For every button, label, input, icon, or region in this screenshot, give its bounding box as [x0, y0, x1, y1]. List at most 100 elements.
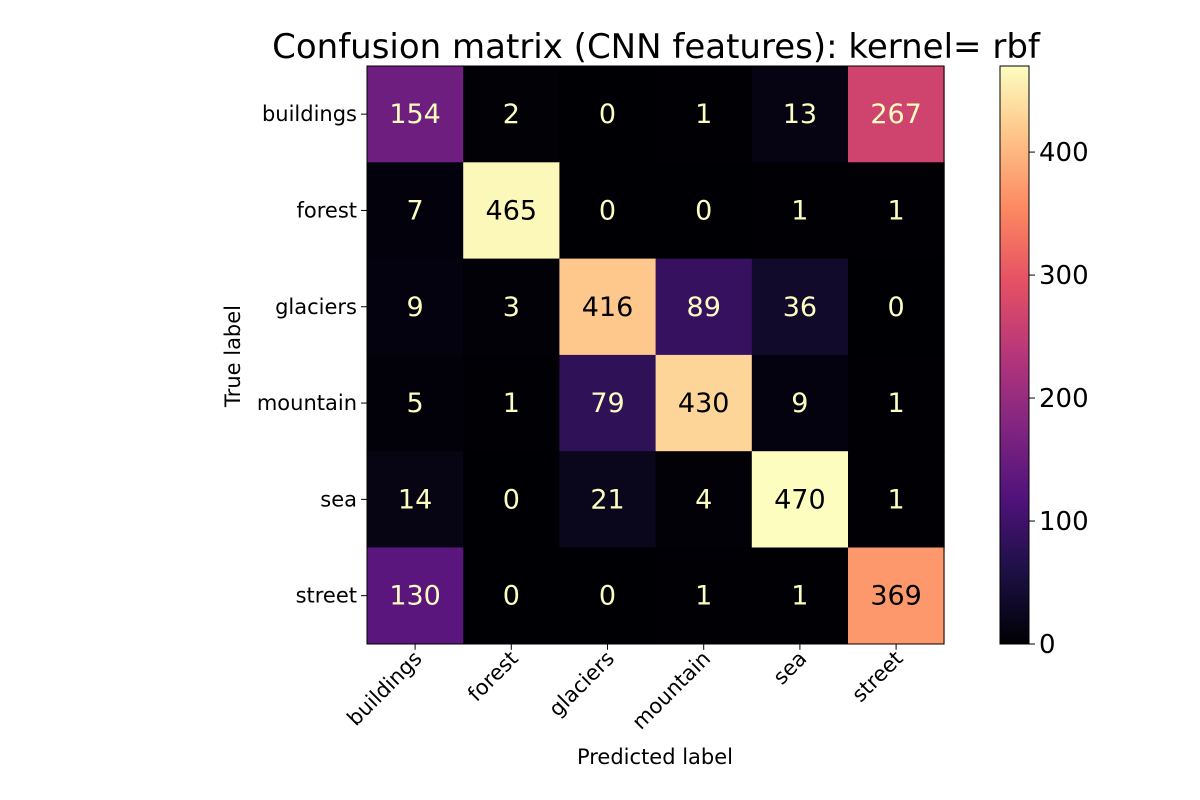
x-tick-label: buildings	[342, 646, 426, 730]
y-tick-label: sea	[320, 487, 357, 511]
matrix-cell	[559, 451, 657, 548]
cell-value-label: 1	[888, 484, 905, 515]
cell-value-label: 1	[888, 388, 905, 419]
x-axis-ticks: buildings forest glaciers mountain sea street	[342, 643, 908, 734]
matrix-cell	[751, 66, 849, 163]
matrix-cell	[655, 258, 753, 356]
matrix-cell	[655, 451, 753, 548]
matrix-cell	[367, 258, 464, 356]
matrix-cell	[848, 162, 945, 260]
matrix-cell	[559, 547, 657, 645]
cell-value-label: 1	[695, 99, 712, 130]
cell-value-label: 2	[503, 99, 520, 130]
colorbar-tick-label: 0	[1039, 630, 1056, 660]
matrix-cell	[848, 547, 945, 645]
matrix-cell	[848, 66, 945, 163]
cell-value-label: 130	[389, 581, 441, 612]
cell-value-label: 1	[695, 581, 712, 612]
colorbar	[999, 65, 1030, 645]
matrix-cell	[751, 547, 849, 645]
matrix-cell	[463, 66, 560, 163]
matrix-cell	[367, 451, 464, 548]
colorbar-tick-label: 400	[1039, 138, 1089, 168]
matrix-cell	[655, 547, 753, 645]
matrix-cell	[751, 354, 849, 452]
matrix-frame	[366, 65, 945, 645]
y-tick-label: street	[296, 584, 357, 608]
matrix-cell	[848, 258, 945, 356]
x-axis-label: Predicted label	[577, 745, 733, 769]
matrix-cell	[559, 66, 657, 163]
x-tick-label: glaciers	[544, 646, 619, 721]
cell-value-label: 0	[695, 195, 712, 226]
matrix-cell	[367, 162, 464, 260]
matrix-cell	[751, 162, 849, 260]
matrix-cell	[463, 451, 560, 548]
matrix-cells	[367, 66, 945, 645]
cell-value-label: 0	[503, 484, 520, 515]
x-tick-label: sea	[768, 646, 811, 689]
x-tick-label: street	[847, 646, 907, 706]
cell-value-label: 0	[888, 292, 905, 323]
cell-value-label: 0	[599, 195, 616, 226]
y-axis-label: True label	[221, 305, 245, 408]
colorbar-ticks: 0 100 200 300 400	[1029, 138, 1089, 660]
cell-value-label: 0	[503, 581, 520, 612]
y-tick-label: glaciers	[275, 295, 357, 319]
colorbar-tick-label: 300	[1039, 261, 1089, 291]
matrix-cell	[848, 354, 945, 452]
cell-value-label: 3	[503, 292, 520, 323]
matrix-cell	[655, 162, 753, 260]
matrix-cell	[559, 258, 657, 356]
cell-value-label: 430	[678, 388, 730, 419]
cell-value-label: 470	[774, 484, 826, 515]
matrix-cell	[655, 66, 753, 163]
matrix-cell	[367, 547, 464, 645]
cell-value-label: 465	[486, 195, 538, 226]
colorbar-tick-label: 200	[1039, 384, 1089, 414]
cell-value-label: 416	[582, 292, 634, 323]
cell-value-label: 79	[590, 388, 624, 419]
matrix-cell	[559, 162, 657, 260]
cell-value-label: 89	[687, 292, 721, 323]
matrix-cell	[848, 451, 945, 548]
y-tick-label: buildings	[262, 102, 357, 126]
cell-value-label: 0	[599, 99, 616, 130]
cell-value-label: 9	[407, 292, 424, 323]
matrix-cell	[751, 451, 849, 548]
cell-value-label: 154	[389, 99, 441, 130]
cell-value-label: 7	[407, 195, 424, 226]
cell-value-label: 5	[407, 388, 424, 419]
matrix-cell	[463, 547, 560, 645]
matrix-cell	[559, 354, 657, 452]
matrix-cell	[367, 354, 464, 452]
cell-value-label: 1	[791, 195, 808, 226]
matrix-cell	[655, 354, 753, 452]
x-tick-label: mountain	[627, 646, 715, 734]
matrix-cell	[751, 258, 849, 356]
y-tick-label: mountain	[257, 391, 357, 415]
y-tick-label: forest	[296, 198, 357, 222]
cell-value-label: 13	[783, 99, 817, 130]
matrix-cell	[463, 354, 560, 452]
cell-value-label: 21	[590, 484, 624, 515]
y-axis-ticks: buildings forest glaciers mountain sea street	[257, 102, 367, 608]
matrix-cell	[367, 66, 464, 163]
colorbar-tick-label: 100	[1039, 507, 1089, 537]
cell-value-label: 1	[503, 388, 520, 419]
cell-value-label: 9	[791, 388, 808, 419]
cell-value-label: 1	[888, 195, 905, 226]
matrix-cell	[463, 258, 560, 356]
matrix-cell	[463, 162, 560, 260]
chart-title: Confusion matrix (CNN features): kernel=…	[272, 27, 1041, 67]
x-tick-label: forest	[463, 646, 523, 706]
cell-value-label: 4	[695, 484, 712, 515]
cell-value-label: 0	[599, 581, 616, 612]
cell-value-label: 267	[870, 99, 922, 130]
cell-value-label: 36	[783, 292, 817, 323]
cell-value-label: 1	[791, 581, 808, 612]
cell-value-label: 14	[398, 484, 432, 515]
cell-value-label: 369	[870, 581, 922, 612]
